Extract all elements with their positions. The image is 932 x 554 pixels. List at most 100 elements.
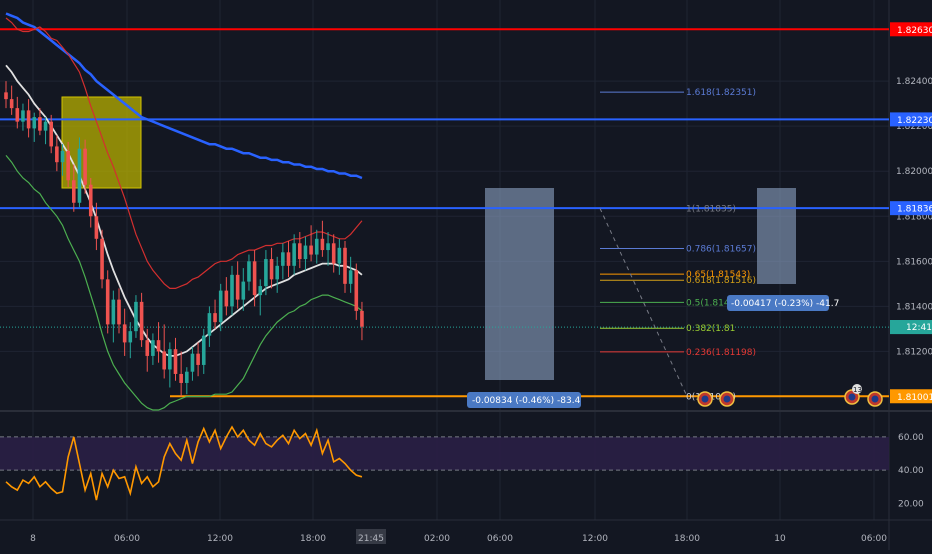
candle-body[interactable]	[26, 110, 31, 129]
candle-body[interactable]	[252, 261, 257, 296]
candle-body[interactable]	[241, 281, 246, 300]
time-axis-tick: 06:00	[487, 534, 513, 544]
candle-body[interactable]	[309, 245, 313, 255]
candle-body[interactable]	[100, 238, 104, 280]
time-axis-tick: 12:00	[582, 534, 608, 544]
candle-body[interactable]	[281, 252, 285, 266]
candle-body[interactable]	[196, 353, 200, 365]
candle-body[interactable]	[162, 351, 166, 370]
fib-trend-line[interactable]	[599, 208, 688, 397]
fib-level-label: 1(1.81835)	[686, 204, 736, 214]
rsi-axis-tick: 20.00	[898, 499, 924, 509]
event-flag-center	[723, 395, 731, 403]
candle-body[interactable]	[122, 324, 127, 343]
price-axis-tick: 1.81400	[896, 302, 932, 312]
candle-body[interactable]	[49, 121, 53, 147]
price-label-box	[890, 201, 932, 216]
measure-label: -0.00417 (-0.23%) -41.7	[731, 299, 839, 309]
candle-body[interactable]	[224, 290, 229, 307]
candle-body[interactable]	[77, 148, 82, 203]
candle-body[interactable]	[201, 335, 206, 365]
candle-body[interactable]	[303, 245, 308, 260]
bollinger-lower-band	[5, 155, 363, 411]
time-axis-tick: 02:00	[424, 534, 450, 544]
event-count-badge	[852, 384, 862, 394]
candle-body[interactable]	[128, 331, 133, 343]
candle-body[interactable]	[292, 243, 296, 266]
candle-body[interactable]	[298, 243, 302, 260]
price-range-box[interactable]	[485, 188, 554, 380]
candle-body[interactable]	[83, 148, 87, 185]
candle-body[interactable]	[331, 243, 336, 264]
candle-body[interactable]	[230, 274, 234, 307]
candle-body[interactable]	[275, 265, 279, 280]
time-axis-tick: 06:00	[114, 534, 140, 544]
time-axis-tick: 21:45	[358, 534, 384, 544]
event-count-text: 13	[853, 386, 862, 394]
candle-body[interactable]	[354, 270, 359, 311]
candle-body[interactable]	[32, 117, 37, 129]
candle-body[interactable]	[320, 238, 325, 251]
measure-label-box	[467, 392, 581, 408]
candle-body[interactable]	[4, 92, 8, 100]
price-label: 1.82630	[897, 26, 932, 36]
price-label-box	[890, 112, 932, 127]
candle-body[interactable]	[38, 117, 42, 131]
candle-body[interactable]	[151, 340, 155, 356]
candle-body[interactable]	[247, 261, 251, 282]
moving-average-blue	[5, 12, 363, 180]
candle-body[interactable]	[314, 238, 319, 255]
candle-body[interactable]	[258, 286, 263, 296]
price-label: 1.82230	[897, 116, 932, 126]
price-axis-tick: 1.82200	[896, 122, 932, 132]
candle-body[interactable]	[139, 301, 144, 341]
candle-body[interactable]	[179, 373, 183, 383]
candle-body[interactable]	[173, 349, 178, 374]
candle-body[interactable]	[111, 299, 116, 325]
candle-body[interactable]	[348, 270, 353, 284]
fib-level-label: 0.236(1.81198)	[686, 348, 756, 358]
candle-body[interactable]	[117, 299, 121, 325]
candle-body[interactable]	[343, 247, 347, 284]
candle-body[interactable]	[286, 252, 291, 266]
candle-body[interactable]	[134, 301, 138, 332]
rsi-band	[0, 436, 889, 471]
candle-body[interactable]	[326, 243, 330, 251]
bollinger-upper-band	[5, 17, 363, 289]
candle-body[interactable]	[360, 310, 364, 327]
candle-body[interactable]	[21, 110, 25, 122]
price-label: 1.81836	[897, 205, 932, 215]
time-axis-tick: 8	[30, 534, 36, 544]
candle-body[interactable]	[43, 121, 48, 131]
candle-body[interactable]	[213, 313, 217, 323]
price-range-box-2[interactable]	[757, 188, 796, 284]
candle-body[interactable]	[15, 108, 20, 122]
candle-body[interactable]	[264, 259, 268, 287]
price-axis-tick: 1.81200	[896, 347, 932, 357]
time-axis-tick: 06:00	[861, 534, 887, 544]
candle-body[interactable]	[207, 313, 212, 336]
candle-body[interactable]	[168, 349, 172, 370]
candle-body[interactable]	[190, 353, 195, 372]
candle-body[interactable]	[145, 340, 150, 356]
candle-body[interactable]	[60, 150, 65, 163]
candle-body[interactable]	[94, 216, 99, 239]
candle-body[interactable]	[185, 371, 189, 383]
candle-body[interactable]	[72, 180, 76, 203]
fib-level-label: 1.618(1.82351)	[686, 88, 756, 98]
candle-body[interactable]	[269, 259, 274, 280]
candle-body[interactable]	[66, 150, 70, 181]
candle-body[interactable]	[105, 279, 110, 325]
candle-body[interactable]	[218, 290, 223, 323]
candle-body[interactable]	[156, 340, 161, 352]
candle-body[interactable]	[9, 99, 14, 109]
measure-label: -0.00834 (-0.46%) -83.4	[472, 396, 581, 406]
rsi-axis-tick: 40.00	[898, 466, 924, 476]
candle-body[interactable]	[88, 184, 93, 217]
candle-body[interactable]	[235, 274, 240, 300]
fib-level-label: 0.786(1.81657)	[686, 244, 756, 254]
candle-body[interactable]	[55, 146, 59, 163]
candle-body[interactable]	[337, 247, 342, 264]
